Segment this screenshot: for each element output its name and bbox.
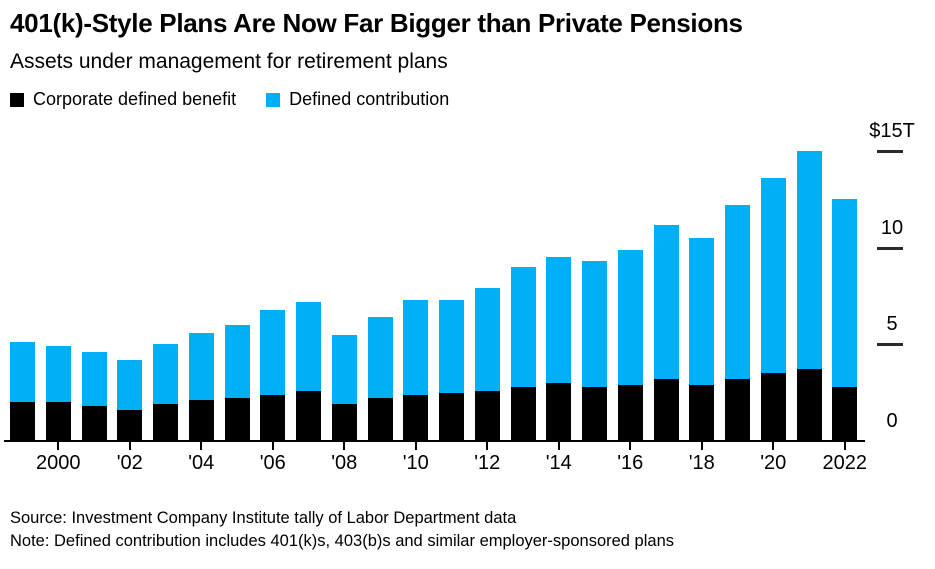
x-axis-tick-2010 — [414, 442, 417, 450]
bar-corporate-defined-benefit-2019 — [725, 379, 750, 442]
x-axis-tick-2006 — [271, 442, 274, 450]
bar-defined-contribution-2002 — [117, 359, 143, 411]
x-axis-label-2000: 2000 — [36, 452, 81, 474]
legend-item-defined-contribution: Defined contribution — [266, 89, 449, 110]
y-axis-tick-10 — [877, 246, 903, 250]
bar-defined-contribution-2015 — [582, 261, 607, 387]
x-axis-label-2014: '14 — [545, 452, 572, 474]
bar-defined-contribution-2007 — [296, 301, 321, 391]
bar-defined-contribution-2019 — [725, 205, 750, 380]
bar-defined-contribution-2010 — [403, 299, 429, 395]
y-axis-label-0: 0 — [886, 410, 898, 432]
x-axis-label-2020: '20 — [760, 452, 787, 474]
bar-corporate-defined-benefit-2007 — [296, 390, 321, 442]
bar-corporate-defined-benefit-2000 — [45, 402, 71, 442]
x-axis-label-2004: '04 — [188, 452, 215, 474]
x-axis-tick-2004 — [200, 442, 203, 450]
bar-defined-contribution-2016 — [617, 249, 643, 385]
bar-defined-contribution-2005 — [224, 325, 250, 399]
bar-defined-contribution-2000 — [45, 346, 71, 403]
bar-corporate-defined-benefit-2005 — [224, 398, 250, 442]
bar-defined-contribution-2006 — [260, 309, 286, 395]
bar-defined-contribution-2008 — [331, 334, 357, 405]
bar-corporate-defined-benefit-2009 — [367, 398, 393, 442]
bar-corporate-defined-benefit-2022 — [832, 386, 858, 442]
bar-corporate-defined-benefit-2015 — [582, 386, 607, 442]
legend-label: Defined contribution — [289, 89, 450, 109]
bar-defined-contribution-2020 — [760, 178, 786, 374]
bar-corporate-defined-benefit-2016 — [617, 384, 643, 442]
bar-corporate-defined-benefit-2001 — [81, 406, 107, 442]
bar-corporate-defined-benefit-2010 — [403, 394, 429, 442]
bar-corporate-defined-benefit-2006 — [260, 394, 286, 442]
x-axis-label-2008: '08 — [331, 452, 358, 474]
y-axis-label-15: $15T — [869, 120, 915, 143]
x-axis-tick-2020 — [772, 442, 775, 450]
legend-swatch-blue — [266, 92, 281, 107]
bar-corporate-defined-benefit-2017 — [653, 379, 679, 442]
x-axis-label-2022: 2022 — [822, 452, 868, 474]
chart-subtitle: Assets under management for retirement p… — [10, 50, 448, 73]
y-axis-tick-15 — [877, 150, 903, 154]
legend-item-corporate-defined-benefit: Corporate defined benefit — [10, 89, 236, 110]
bar-corporate-defined-benefit-1999 — [10, 402, 35, 442]
x-axis-label-2006: '06 — [259, 452, 286, 474]
bar-defined-contribution-2021 — [796, 151, 822, 370]
bar-defined-contribution-2009 — [367, 317, 393, 399]
bar-defined-contribution-2022 — [832, 199, 858, 387]
y-axis-label-10: 10 — [880, 216, 904, 239]
bar-corporate-defined-benefit-2002 — [117, 410, 143, 442]
x-axis-label-2016: '16 — [617, 452, 644, 474]
bar-corporate-defined-benefit-2008 — [331, 404, 357, 442]
source-text: Source: Investment Company Institute tal… — [10, 509, 517, 527]
note-text: Note: Defined contribution includes 401(… — [10, 532, 675, 550]
x-axis-tick-2012 — [486, 442, 489, 450]
legend-label: Corporate defined benefit — [33, 89, 237, 109]
bar-corporate-defined-benefit-2020 — [760, 373, 786, 442]
x-axis-tick-2014 — [557, 442, 560, 450]
x-axis-label-2018: '18 — [688, 452, 715, 474]
x-axis-label-2002: '02 — [116, 452, 143, 474]
bar-corporate-defined-benefit-2004 — [188, 400, 214, 442]
bar-defined-contribution-2001 — [81, 352, 107, 407]
x-axis-line — [4, 440, 865, 442]
x-axis-tick-2016 — [629, 442, 632, 450]
y-axis-tick-5 — [877, 343, 903, 347]
bar-corporate-defined-benefit-2012 — [474, 390, 500, 442]
bar-corporate-defined-benefit-2014 — [546, 383, 572, 442]
bar-defined-contribution-2014 — [546, 257, 572, 383]
bar-defined-contribution-2011 — [439, 299, 464, 393]
bar-corporate-defined-benefit-2021 — [796, 369, 822, 442]
bar-corporate-defined-benefit-2018 — [689, 384, 715, 442]
bar-corporate-defined-benefit-2013 — [510, 386, 536, 442]
y-axis-label-5: 5 — [886, 313, 898, 336]
bar-defined-contribution-2017 — [653, 224, 679, 380]
x-axis-label-2012: '12 — [474, 452, 501, 474]
x-axis-tick-2022 — [843, 442, 846, 450]
chart-title: 401(k)-Style Plans Are Now Far Bigger th… — [10, 8, 743, 38]
x-axis-tick-2008 — [343, 442, 346, 450]
x-axis-tick-2002 — [128, 442, 131, 450]
bar-defined-contribution-2013 — [510, 267, 536, 387]
bar-defined-contribution-2018 — [689, 238, 715, 385]
legend: Corporate defined benefit Defined contri… — [10, 89, 449, 110]
x-axis-tick-2018 — [700, 442, 703, 450]
x-axis-tick-2000 — [57, 442, 60, 450]
legend-swatch-black — [10, 92, 24, 107]
bar-corporate-defined-benefit-2003 — [153, 404, 178, 442]
bar-defined-contribution-1999 — [10, 342, 35, 403]
bar-corporate-defined-benefit-2011 — [439, 392, 464, 442]
bar-defined-contribution-2004 — [188, 332, 214, 401]
bar-defined-contribution-2012 — [474, 288, 500, 391]
x-axis-label-2010: '10 — [402, 452, 429, 474]
bar-defined-contribution-2003 — [153, 344, 178, 405]
